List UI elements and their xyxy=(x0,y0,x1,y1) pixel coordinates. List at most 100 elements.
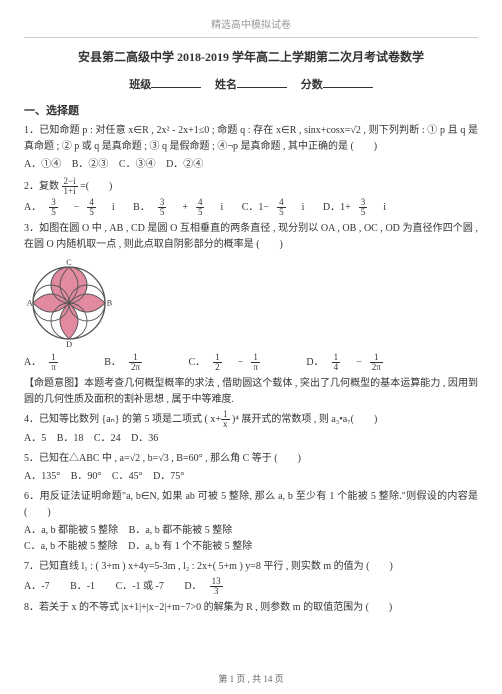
q5-stem: 5．已知在△ABC 中 , a=√2 , b=√3 , B=60° , 那么角 … xyxy=(24,451,478,467)
header-text: 精选高中模拟试卷 xyxy=(24,18,478,38)
q3-stem: 3．如图在圆 O 中 , AB , CD 是圆 O 互相垂直的两条直径 , 现分… xyxy=(24,221,478,253)
q6-options: A．a, b 都能被 5 整除 B．a, b 都不能被 5 整除 C．a, b … xyxy=(24,523,478,555)
f: 45 xyxy=(196,198,213,217)
q2-options: A．35−45i B．35+45i C．1−45i D．1+35i xyxy=(24,198,478,217)
t: i xyxy=(112,200,115,216)
fd: 5 xyxy=(277,208,286,217)
name-blank xyxy=(237,75,287,88)
t: )⁴ 展开式的常数项 , 则 a₃•a₇( ) xyxy=(230,414,378,425)
t: C． xyxy=(189,355,206,371)
q4-d: D．36 xyxy=(131,431,158,447)
q4-options: A．5 B．18 C．24 D．36 xyxy=(24,431,478,447)
q3-b: B． 12π xyxy=(104,353,158,372)
q7-stem: 7．已知直线 l₁ : ( 3+m ) x+4y=5-3m , l₂ : 2x+… xyxy=(24,559,478,575)
flower-svg: A B C D xyxy=(24,258,114,348)
f: 12π xyxy=(370,353,391,372)
t: i xyxy=(220,200,223,216)
q4-c: C．24 xyxy=(94,431,121,447)
t: A． xyxy=(24,200,41,216)
q6-d: D．a, b 有 1 个不能被 5 整除 xyxy=(128,539,252,555)
q6-b: B．a, b 都不能被 5 整除 xyxy=(129,523,233,539)
t: D． xyxy=(306,355,323,371)
q3-a: A． 1π xyxy=(24,353,74,372)
fd: π xyxy=(49,363,58,372)
class-label: 班级 xyxy=(129,79,151,91)
f: 45 xyxy=(277,198,294,217)
class-blank xyxy=(151,75,201,88)
fd: 5 xyxy=(158,208,167,217)
fd: x xyxy=(221,420,230,429)
fd: 5 xyxy=(196,208,205,217)
f: 35 xyxy=(158,198,175,217)
fd: 5 xyxy=(87,208,96,217)
fd: 2π xyxy=(129,363,142,372)
f: 12π xyxy=(129,353,150,372)
q7-a: A．-7 xyxy=(24,579,50,595)
q8-stem: 8．若关于 x 的不等式 |x+1|+|x−2|+m−7>0 的解集为 R , … xyxy=(24,600,478,616)
q2-lead: 2．复数 xyxy=(24,181,59,192)
fd: 5 xyxy=(359,208,368,217)
score-label: 分数 xyxy=(301,79,323,91)
f: 35 xyxy=(359,198,376,217)
t: 4．已知等比数列 {aₙ} 的第 5 项是二项式 ( x+ xyxy=(24,414,221,425)
t: B． xyxy=(104,355,121,371)
q5-d: D．75° xyxy=(153,469,184,485)
q6-c: C．a, b 不能被 5 整除 xyxy=(24,539,118,555)
f: 12 xyxy=(213,353,230,372)
t: C．1− xyxy=(242,200,269,216)
t: − xyxy=(238,355,244,371)
label-b: B xyxy=(107,299,112,308)
t: − xyxy=(74,200,80,216)
q1-c: C．③④ xyxy=(119,157,156,173)
t: A． xyxy=(24,355,41,371)
q2-frac: 2−i1+i xyxy=(62,177,78,196)
q7-options: A．-7 B．-1 C．-1 或 -7 D．133 xyxy=(24,577,478,596)
label-c: C xyxy=(66,259,71,268)
q4-stem: 4．已知等比数列 {aₙ} 的第 5 项是二项式 ( x+1x )⁴ 展开式的常… xyxy=(24,410,478,429)
q3-note: 【命题意图】本题考查几何概型概率的求法 , 借助圆这个载体 , 突出了几何概型的… xyxy=(24,376,478,408)
label-a: A xyxy=(27,299,33,308)
f: 1π xyxy=(49,353,66,372)
t: B． xyxy=(133,200,150,216)
page-footer: 第 1 页 , 共 14 页 xyxy=(0,672,502,686)
f: 35 xyxy=(49,198,66,217)
f: 1x xyxy=(221,410,230,429)
q5-b: B．90° xyxy=(71,469,102,485)
fd: 5 xyxy=(49,208,58,217)
fill-row: 班级 姓名 分数 xyxy=(24,75,478,95)
q5-c: C．45° xyxy=(112,469,143,485)
t: i xyxy=(302,200,305,216)
f: 133 xyxy=(210,577,231,596)
fd: 3 xyxy=(210,587,223,596)
q7-b: B．-1 xyxy=(70,579,95,595)
f: 1π xyxy=(251,353,268,372)
q1-a: A．①④ xyxy=(24,157,61,173)
main-title: 安县第二高级中学 2018-2019 学年高二上学期第二次月考试卷数学 xyxy=(24,48,478,67)
q2-a: A． 35−45 i xyxy=(24,198,123,217)
q7-d: D．133 xyxy=(184,577,238,596)
t: − xyxy=(356,355,362,371)
fd: 2 xyxy=(213,363,222,372)
t: i xyxy=(383,200,386,216)
q2-c: C．1− 45 i xyxy=(242,198,313,217)
q1-d: D．②④ xyxy=(166,157,203,173)
fd: 4 xyxy=(332,363,341,372)
fd: π xyxy=(251,363,260,372)
section-heading: 一、选择题 xyxy=(24,103,478,121)
t: + xyxy=(182,200,188,216)
q5-a: A．135° xyxy=(24,469,60,485)
q3-options: A．1π B．12π C．12−1π D．14−12π xyxy=(24,353,478,372)
q3-d: D．14−12π xyxy=(306,353,398,372)
q4-b: B．18 xyxy=(57,431,84,447)
q6-stem: 6．用反证法证明命题"a, b∈N, 如果 ab 可被 5 整除, 那么 a, … xyxy=(24,489,478,521)
score-blank xyxy=(323,75,373,88)
f: 45 xyxy=(87,198,104,217)
q2-b: B． 35 +45 i xyxy=(133,198,231,217)
q1-stem: 1．已知命题 p : 对任意 x∈R , 2x² - 2x+1≤0 ; 命题 q… xyxy=(24,123,478,155)
t: D．1+ xyxy=(323,200,351,216)
q4-a: A．5 xyxy=(24,431,46,447)
q6-a: A．a, b 都能被 5 整除 xyxy=(24,523,118,539)
q1-options: A．①④ B．②③ C．③④ D．②④ xyxy=(24,157,478,173)
q5-options: A．135° B．90° C．45° D．75° xyxy=(24,469,478,485)
name-label: 姓名 xyxy=(215,79,237,91)
